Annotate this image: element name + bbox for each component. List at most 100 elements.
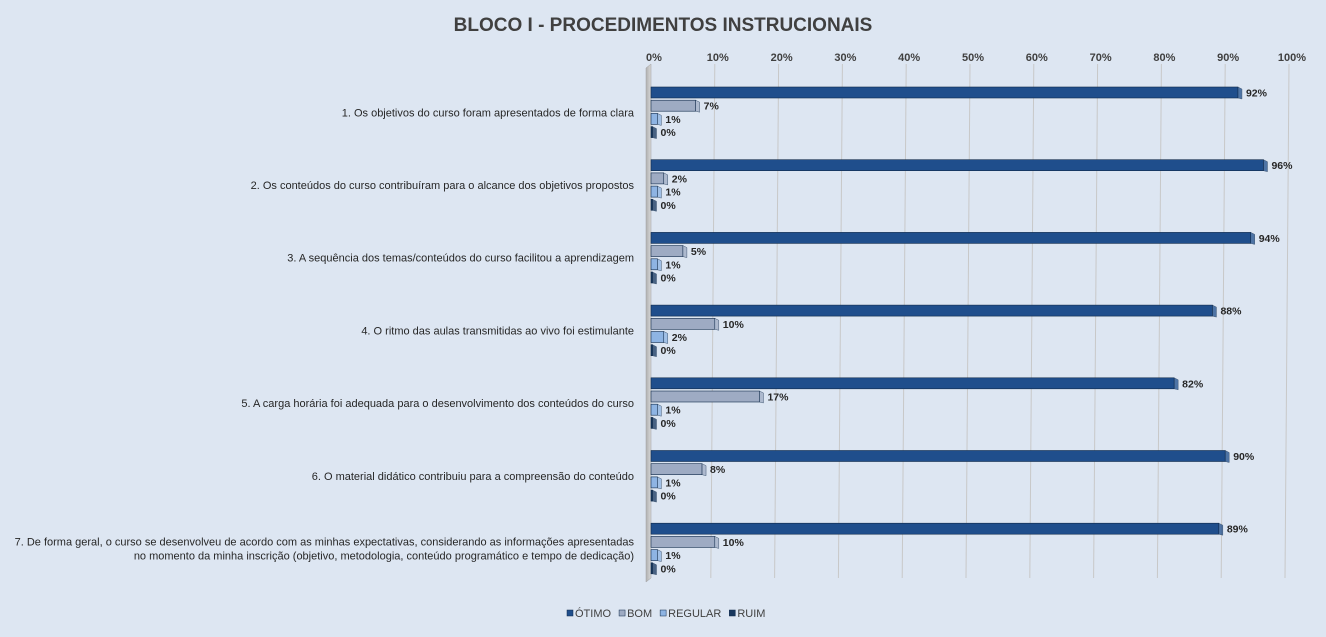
data-label: 92% [1246, 88, 1268, 100]
bar-regular [650, 403, 658, 416]
chart-title: BLOCO I - PROCEDIMENTOS INSTRUCIONAIS [454, 15, 873, 36]
legend-swatch [659, 609, 667, 617]
data-label: 0% [661, 345, 677, 357]
bar-bom [650, 99, 696, 112]
bar-bom [650, 390, 760, 403]
data-label: 5% [691, 246, 707, 258]
x-tick-label: 20% [771, 52, 793, 64]
legend-swatch [729, 609, 736, 617]
bar-cap [701, 463, 707, 477]
bar-regular [650, 549, 658, 561]
data-label: 17% [767, 392, 789, 404]
gridline [1093, 63, 1099, 579]
data-label: 1% [665, 187, 681, 199]
data-label: 0% [661, 200, 677, 212]
bar-bom [650, 536, 716, 548]
bar-cap [657, 403, 662, 417]
gridline [901, 63, 907, 579]
bar-cap [714, 317, 720, 331]
bar-regular [650, 331, 665, 343]
legend-label: RUIM [737, 608, 765, 620]
x-tick-label: 0% [646, 52, 662, 64]
data-label: 2% [672, 332, 688, 344]
bar-cap [652, 126, 657, 139]
bar-bom [650, 172, 665, 185]
bar-cap [657, 476, 662, 490]
data-label: 7% [704, 101, 720, 113]
data-label: 1% [665, 114, 681, 126]
legend-label: BOM [627, 608, 652, 620]
bar-cap [1173, 377, 1179, 391]
bar-cap [657, 258, 662, 272]
bar-cap [695, 99, 700, 113]
category-label: 2. Os conteúdos do curso contribuíram pa… [251, 180, 635, 192]
bar-cap [714, 535, 720, 549]
bar-ótimo [650, 159, 1264, 171]
x-tick-label: 60% [1026, 52, 1048, 64]
bar-ótimo [650, 86, 1239, 99]
gridline [837, 63, 843, 579]
x-tick-label: 70% [1090, 52, 1112, 64]
data-labels: 92%7%1%0%96%2%1%0%94%5%1%0%88%10%2%0%82%… [661, 88, 1294, 576]
category-label: 5. A carga horária foi adequada para o d… [241, 398, 634, 410]
data-label: 1% [665, 477, 681, 489]
bar-cap [652, 344, 657, 358]
data-label: 1% [665, 259, 681, 271]
bar-regular [650, 476, 658, 489]
bar-regular [650, 113, 658, 125]
bar-cap [1263, 159, 1268, 173]
bar-cap [657, 549, 662, 562]
bars [650, 86, 1268, 576]
gridline [1284, 63, 1290, 579]
bar-cap [759, 390, 764, 404]
bar-cap [1237, 86, 1243, 100]
legend: ÓTIMO BOM REGULAR RUIM [566, 607, 765, 620]
data-label: 0% [661, 563, 677, 575]
data-label: 0% [661, 273, 677, 285]
data-label: 1% [665, 405, 681, 417]
grid-lines [645, 63, 1290, 583]
bar-ótimo [650, 377, 1175, 390]
data-label: 96% [1271, 160, 1293, 172]
legend-swatch [566, 609, 574, 617]
x-tick-label: 50% [962, 52, 984, 64]
data-label: 0% [661, 491, 677, 503]
bar-ótimo [650, 304, 1213, 317]
bar-ótimo [650, 232, 1252, 244]
bar-cap [657, 112, 662, 126]
bar-cap [1224, 450, 1230, 463]
bar-cap [1212, 304, 1217, 318]
legend-label: REGULAR [668, 608, 721, 620]
bar-cap [663, 172, 669, 186]
bar-cap [652, 198, 657, 212]
x-axis: 0% 10% 20% 30% 40% 50% 60% 70% 80% 90% 100% [646, 52, 1306, 64]
bar-cap [652, 271, 657, 285]
data-label: 0% [661, 418, 677, 430]
data-label: 94% [1259, 233, 1281, 245]
gridline [965, 63, 971, 579]
x-tick-label: 90% [1217, 52, 1239, 64]
legend-swatch [618, 609, 626, 617]
bar-cap [1250, 231, 1255, 245]
x-tick-label: 30% [834, 52, 856, 64]
category-labels: 1. Os objetivos do curso foram apresenta… [15, 107, 635, 562]
gridline [1156, 63, 1162, 579]
category-label: 6. O material didático contribuiu para a… [312, 471, 634, 483]
gridline [774, 63, 780, 579]
category-label: no momento da minha inscrição (objetivo,… [134, 551, 634, 563]
gridline [1029, 63, 1035, 579]
bar-regular [650, 185, 658, 198]
bar-cap [652, 489, 657, 503]
x-tick-label: 80% [1153, 52, 1175, 64]
bar-cap [657, 185, 662, 199]
bar-regular [650, 258, 658, 271]
category-label: 3. A sequência dos temas/conteúdos do cu… [287, 253, 634, 265]
bar-cap [652, 416, 657, 430]
bar-bom [650, 317, 716, 330]
data-label: 1% [665, 550, 681, 562]
bar-cap [663, 331, 669, 344]
category-label: 1. Os objetivos do curso foram apresenta… [342, 107, 635, 119]
gridline [1220, 63, 1226, 579]
data-label: 90% [1233, 451, 1255, 463]
